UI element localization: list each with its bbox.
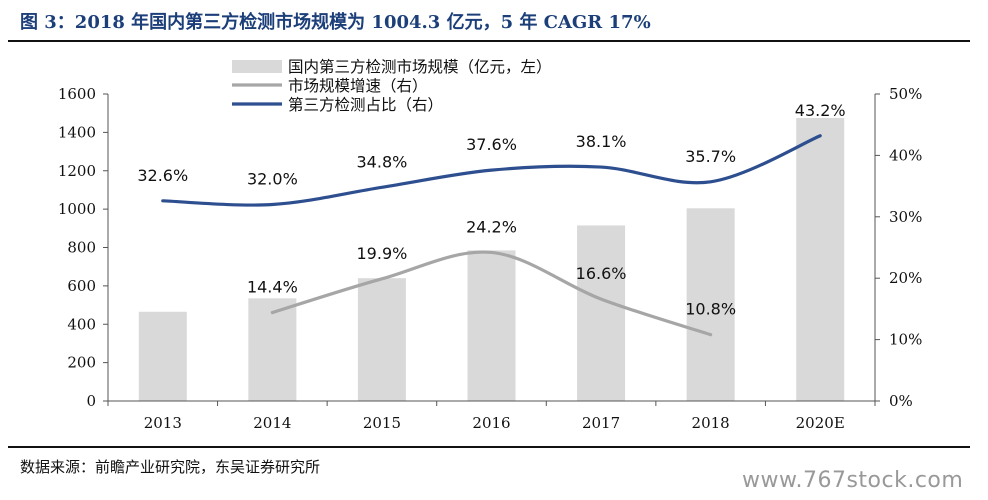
watermark: www.767stock.com bbox=[742, 468, 964, 493]
bar bbox=[138, 311, 187, 401]
x-tick-label: 2014 bbox=[253, 414, 291, 432]
y-right-tick-label: 50% bbox=[889, 85, 922, 103]
y-right-tick-label: 20% bbox=[889, 269, 922, 287]
y-left-tick-label: 1400 bbox=[58, 123, 96, 141]
legend-label: 市场规模增速（右） bbox=[288, 77, 428, 95]
figure-title: 图 3：2018 年国内第三方检测市场规模为 1004.3 亿元，5 年 CAG… bbox=[20, 12, 651, 33]
y-right-tick-label: 30% bbox=[889, 208, 922, 226]
y-right-tick-label: 10% bbox=[889, 331, 922, 349]
x-tick-label: 2016 bbox=[472, 414, 510, 432]
data-label: 32.6% bbox=[137, 166, 188, 185]
bottom-divider bbox=[8, 446, 970, 448]
data-label: 34.8% bbox=[357, 152, 408, 171]
legend-label: 国内第三方检测市场规模（亿元，左） bbox=[288, 58, 552, 76]
bar bbox=[248, 298, 297, 401]
data-label: 14.4% bbox=[247, 278, 298, 297]
x-tick-label: 2020E bbox=[796, 414, 845, 432]
bar bbox=[357, 278, 406, 401]
y-right-tick-label: 40% bbox=[889, 146, 922, 164]
x-tick-label: 2013 bbox=[144, 414, 182, 432]
data-label: 19.9% bbox=[357, 244, 408, 263]
x-tick-label: 2015 bbox=[363, 414, 401, 432]
data-label: 35.7% bbox=[685, 147, 736, 166]
y-left-tick-label: 1600 bbox=[58, 85, 96, 103]
legend-swatch-bar bbox=[232, 60, 282, 73]
x-tick-label: 2017 bbox=[582, 414, 620, 432]
bar bbox=[796, 117, 845, 401]
y-left-tick-label: 1200 bbox=[58, 162, 96, 180]
data-label: 32.0% bbox=[247, 170, 298, 189]
data-labels: 14.4% 19.9% 24.2% 16.6% 10.8% 32.6% 32.0% 34.8%… bbox=[137, 101, 845, 319]
chart: 国内第三方检测市场规模（亿元，左）市场规模增速（右）第三方检测占比（右） 0 20… bbox=[58, 58, 923, 432]
data-label: 37.6% bbox=[466, 135, 517, 154]
legend: 国内第三方检测市场规模（亿元，左）市场规模增速（右）第三方检测占比（右） bbox=[232, 58, 552, 114]
y-left-tick-label: 1000 bbox=[58, 200, 96, 218]
bar bbox=[686, 208, 735, 401]
title-divider bbox=[8, 40, 970, 42]
line-series bbox=[161, 134, 822, 337]
y-left-tick-label: 600 bbox=[67, 277, 96, 295]
x-tick-label: 2018 bbox=[692, 414, 730, 432]
axes: 0 200 400 600 800 1000 1200 1400 1600 0% 10% 20% 30%… bbox=[58, 85, 923, 432]
share-line bbox=[161, 134, 822, 207]
growth-rate-line bbox=[270, 250, 713, 337]
y-left-tick-label: 400 bbox=[67, 315, 96, 333]
y-left-tick-label: 200 bbox=[67, 354, 96, 372]
source-note: 数据来源：前瞻产业研究院，东吴证券研究所 bbox=[20, 458, 321, 476]
bar bbox=[467, 250, 516, 401]
data-label: 38.1% bbox=[576, 132, 627, 151]
y-left-tick-label: 0 bbox=[86, 392, 96, 410]
bar bbox=[577, 225, 626, 401]
data-label: 16.6% bbox=[576, 264, 627, 283]
data-label: 43.2% bbox=[795, 101, 846, 120]
legend-label: 第三方检测占比（右） bbox=[288, 96, 443, 114]
data-label: 10.8% bbox=[685, 300, 736, 319]
data-label: 24.2% bbox=[466, 217, 517, 236]
y-left-tick-label: 800 bbox=[67, 239, 96, 257]
bar-series bbox=[138, 117, 845, 401]
y-right-tick-label: 0% bbox=[889, 392, 913, 410]
